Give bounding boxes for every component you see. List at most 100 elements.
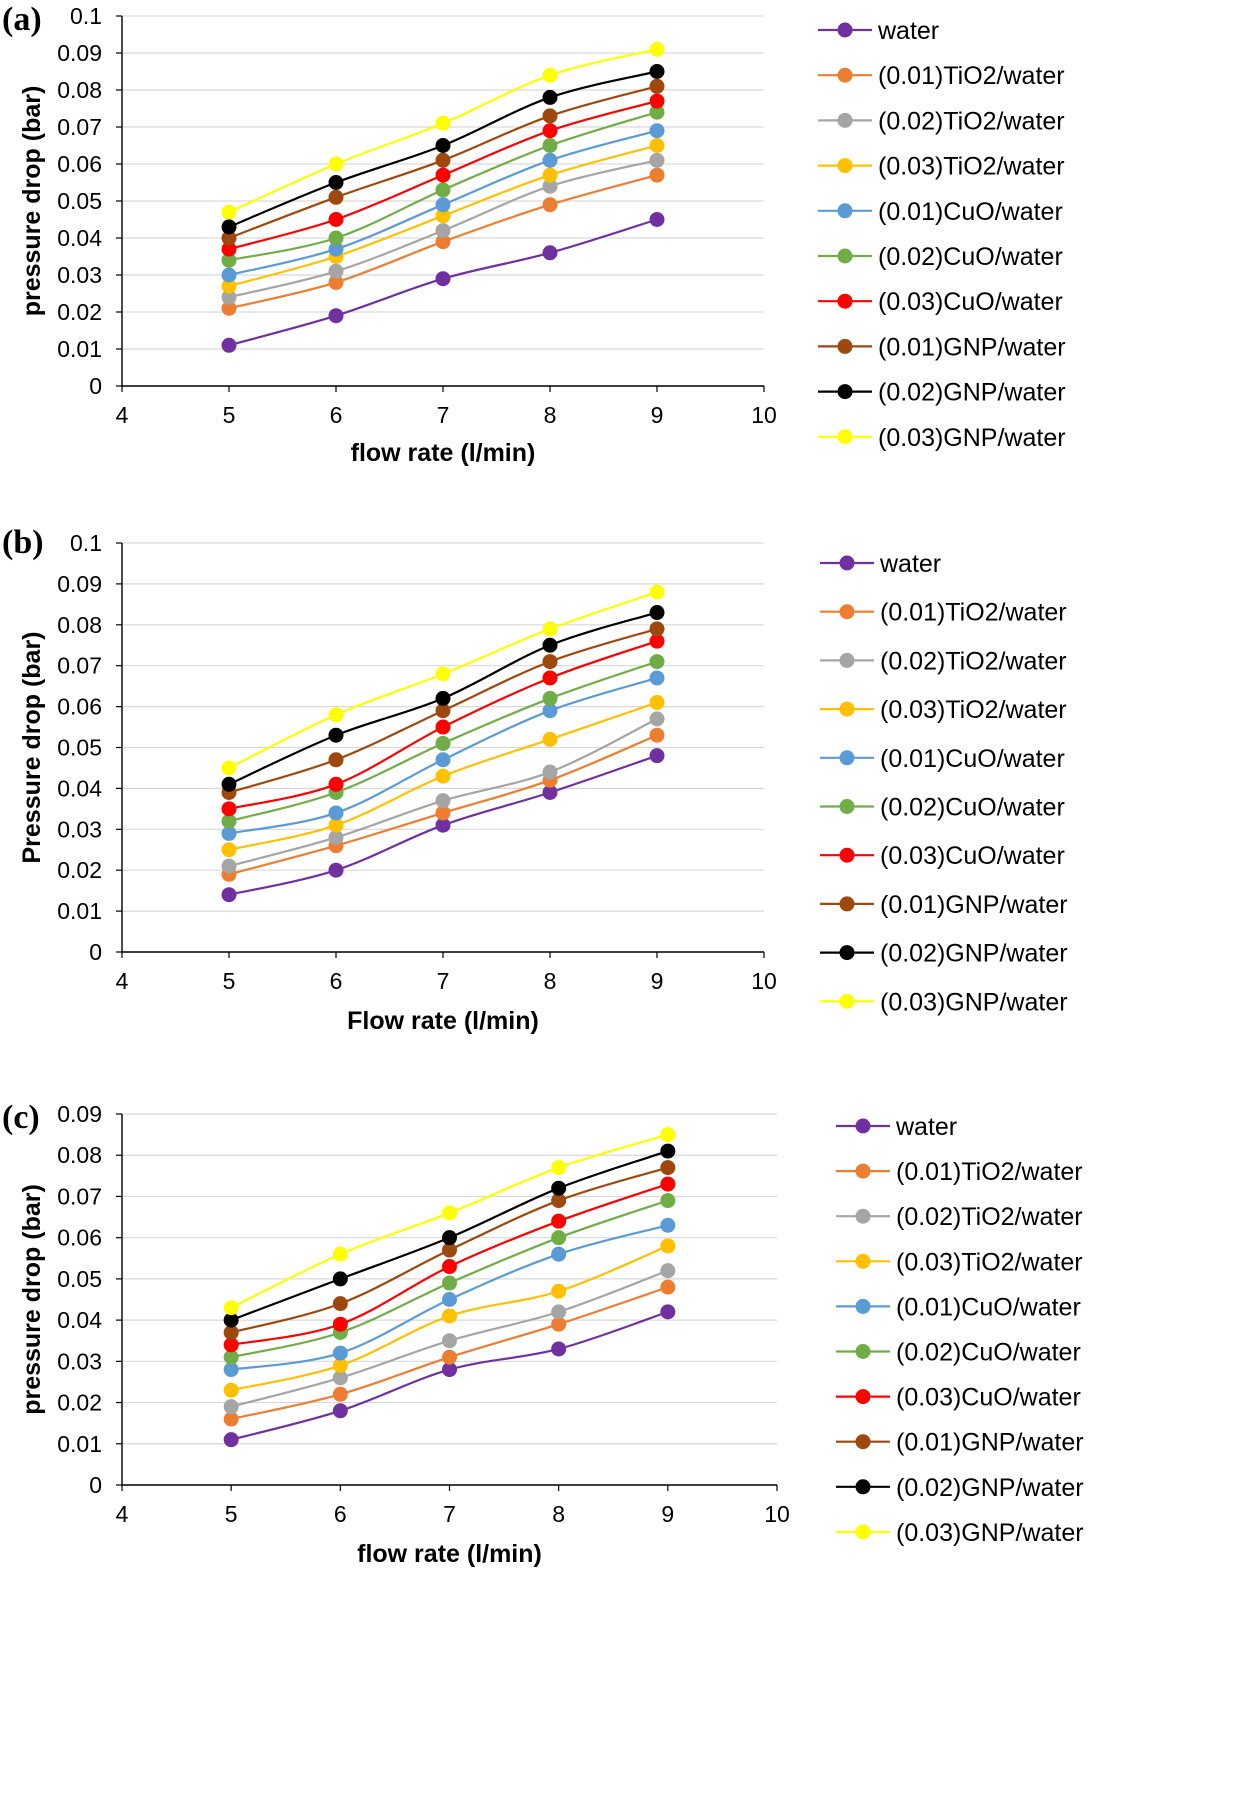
legend-swatch-marker (839, 701, 855, 717)
y-tick-label: 0 (89, 1472, 102, 1498)
legend-label: (0.01)CuO/water (880, 745, 1065, 773)
x-tick-label: 6 (330, 968, 343, 994)
legend-item: (0.02)TiO2/water (836, 1203, 1083, 1231)
chart-panel-1: (a) 0 0.01 0.02 0.03 0.04 0.05 0.06 0.07 0.08 0.09… (2, 1, 1066, 467)
legend-swatch-marker (839, 945, 855, 961)
data-point (435, 167, 451, 183)
legend-label: (0.01)TiO2/water (896, 1158, 1083, 1186)
data-point (649, 654, 665, 670)
legend-swatch-marker (855, 1479, 871, 1495)
data-point (551, 1283, 567, 1299)
data-point (223, 1432, 239, 1448)
series-cuo_001 (223, 1217, 676, 1378)
data-point (649, 633, 665, 649)
legend-item: (0.03)CuO/water (818, 288, 1063, 316)
series-gnp_002 (221, 605, 665, 792)
x-tick-label: 8 (552, 1501, 565, 1527)
y-axis-title: Pressure drop (bar) (18, 631, 46, 863)
series-cuo_002 (221, 104, 665, 268)
data-point (221, 241, 237, 257)
data-point (332, 1357, 348, 1373)
data-point (649, 748, 665, 764)
legend-swatch-marker (839, 896, 855, 912)
legend-swatch-marker (839, 993, 855, 1009)
data-point (223, 1312, 239, 1328)
legend-swatch-marker (837, 67, 853, 83)
legend-label: (0.03)TiO2/water (896, 1248, 1083, 1276)
data-point (551, 1246, 567, 1262)
legend-label: (0.01)CuO/water (896, 1293, 1081, 1321)
data-point (328, 175, 344, 190)
legend-label: water (879, 550, 941, 578)
legend: water (0.01)TiO2/water (0.02)TiO2/water (0.… (818, 17, 1066, 452)
data-point (332, 1316, 348, 1332)
series-gnp_003 (221, 41, 665, 220)
legend-label: (0.02)TiO2/water (896, 1203, 1083, 1231)
series-tio2_003 (223, 1238, 676, 1398)
chart-panel-2: (b) 0 0.01 0.02 0.03 0.04 0.05 0.06 0.07 0.08 0.09… (2, 524, 1068, 1035)
x-axis-title: Flow rate (l/min) (347, 1007, 539, 1035)
series-tio2_002 (221, 711, 665, 874)
data-point (435, 805, 451, 821)
legend-swatch-marker (855, 1344, 871, 1359)
y-tick-label: 0.01 (57, 336, 102, 362)
y-tick-label: 0.09 (57, 40, 102, 66)
y-tick-label: 0.08 (57, 612, 102, 638)
legend-swatch-marker (837, 293, 853, 309)
data-point (649, 64, 665, 79)
data-point (435, 197, 451, 213)
data-point (223, 1399, 239, 1415)
legend-swatch-marker (839, 847, 855, 863)
data-point (660, 1176, 676, 1192)
data-point (435, 234, 451, 250)
data-point (221, 887, 237, 903)
legend-label: (0.01)GNP/water (878, 333, 1066, 361)
data-point (221, 858, 237, 874)
data-point (328, 829, 344, 845)
series-water (221, 748, 665, 903)
legend-swatch-marker (837, 429, 853, 445)
legend-item: water (820, 550, 941, 578)
legend-label: (0.03)CuO/water (878, 288, 1063, 316)
panel-label: (c) (2, 1099, 40, 1136)
data-point (649, 41, 665, 57)
data-point (328, 805, 344, 821)
legend-swatch-marker (839, 555, 855, 571)
data-point (221, 801, 237, 817)
x-axis-title: flow rate (l/min) (357, 1540, 542, 1568)
legend-item: (0.03)CuO/water (820, 842, 1065, 870)
y-tick-label: 0.04 (57, 775, 102, 801)
legend-swatch-marker (855, 1298, 871, 1314)
data-point (660, 1217, 676, 1233)
series-gnp_003 (221, 584, 665, 776)
legend-swatch-marker (837, 338, 853, 354)
x-tick-label: 10 (751, 968, 777, 994)
y-tick-label: 0.04 (57, 1307, 102, 1333)
panel-label: (a) (2, 1, 42, 38)
legend-label: (0.03)GNP/water (880, 988, 1068, 1016)
series-tio2_001 (223, 1279, 676, 1427)
series-cuo_001 (221, 123, 665, 283)
x-tick-label: 7 (437, 968, 450, 994)
data-point (223, 1349, 239, 1365)
legend-item: (0.01)CuO/water (836, 1293, 1081, 1321)
data-point (221, 813, 237, 829)
data-point (442, 1292, 457, 1307)
data-point (542, 152, 558, 168)
data-point (551, 1304, 567, 1320)
data-point (442, 1333, 457, 1349)
data-point (442, 1259, 457, 1275)
legend-label: (0.03)GNP/water (896, 1519, 1084, 1547)
data-point (649, 93, 665, 109)
data-point (442, 1205, 457, 1221)
data-point (542, 138, 558, 153)
legend-label: (0.02)CuO/water (878, 243, 1063, 271)
data-point (435, 690, 451, 706)
series-cuo_002 (221, 654, 665, 829)
y-tick-label: 0.07 (57, 1183, 102, 1209)
data-point (435, 208, 451, 224)
data-point (542, 690, 558, 706)
x-tick-label: 8 (544, 968, 557, 994)
data-point (332, 1345, 348, 1361)
